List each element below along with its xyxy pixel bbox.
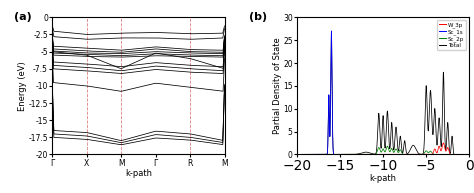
W_3p [466,153,472,156]
W_3p [366,153,372,156]
W_3p [419,153,425,156]
Sc_2p [294,153,300,156]
X-axis label: k-path: k-path [125,169,152,178]
W_3p [461,153,467,156]
W_3p [376,153,382,156]
Total [294,153,300,156]
Total [419,153,425,156]
Sc_1s [328,30,334,32]
Sc_2p [466,153,472,156]
Sc_2p [453,153,458,156]
Sc_1s [419,153,425,156]
Total [368,152,374,154]
Total [461,153,467,156]
Legend: W_3p, Sc_1s, Sc_2p, Total: W_3p, Sc_1s, Sc_2p, Total [437,20,466,50]
Sc_1s [466,153,472,156]
Line: Sc_2p: Sc_2p [297,146,469,154]
X-axis label: k-path: k-path [370,174,397,183]
Total [453,153,458,156]
W_3p [453,153,458,156]
Sc_1s [294,153,300,156]
Text: (b): (b) [249,12,267,22]
Total [376,112,382,114]
Sc_2p [368,153,374,156]
W_3p [440,142,446,144]
W_3p [294,153,300,156]
Sc_2p [366,153,372,156]
W_3p [368,153,374,156]
Sc_1s [368,153,374,156]
Sc_1s [376,153,382,156]
Total [328,30,334,32]
Y-axis label: Partial Density of State: Partial Density of State [273,37,282,134]
Total [466,153,472,156]
Sc_2p [384,145,390,147]
Sc_2p [419,153,425,156]
Line: Total: Total [297,31,469,154]
Sc_1s [453,153,458,156]
Sc_1s [461,153,467,156]
Total [366,152,372,154]
Line: Sc_1s: Sc_1s [297,31,469,154]
Line: W_3p: W_3p [297,143,469,154]
Sc_1s [366,153,372,156]
Y-axis label: Energy (eV): Energy (eV) [18,61,27,111]
Sc_2p [376,146,382,149]
Text: (a): (a) [14,12,32,22]
Sc_2p [461,153,467,156]
